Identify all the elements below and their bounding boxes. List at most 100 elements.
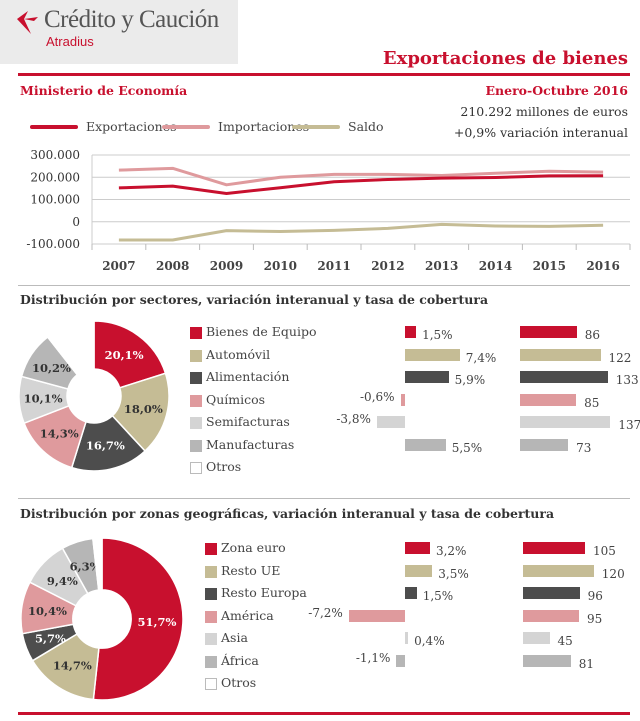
legend-label-importaciones: Importaciones bbox=[218, 119, 310, 134]
legend-line-exportaciones bbox=[30, 125, 78, 129]
variation-label: 5,5% bbox=[451, 440, 483, 455]
legend-label: Zona euro bbox=[221, 540, 286, 555]
coverage-bar bbox=[520, 348, 601, 361]
zones-title: Distribución por zonas geográficas, vari… bbox=[20, 506, 555, 521]
variation-bar bbox=[405, 371, 449, 383]
coverage-label: 122 bbox=[608, 350, 632, 365]
variation-bar bbox=[405, 587, 417, 599]
legend-label-exportaciones: Exportaciones bbox=[86, 119, 177, 134]
x-tick-label: 2012 bbox=[371, 259, 404, 273]
legend-label: Asia bbox=[221, 630, 248, 645]
coverage-bar bbox=[520, 393, 577, 406]
legend-label: América bbox=[221, 607, 274, 623]
variation-bar bbox=[405, 326, 417, 338]
legend-label: Bienes de Equipo bbox=[206, 324, 317, 339]
variation-label: -3,8% bbox=[336, 412, 371, 426]
slice-label: 16,7% bbox=[86, 439, 125, 453]
coverage-label: 133 bbox=[615, 373, 639, 387]
coverage-label: 105 bbox=[592, 544, 616, 558]
x-tick-label: 2007 bbox=[102, 259, 135, 273]
footer-rule bbox=[18, 712, 630, 715]
legend-swatch bbox=[205, 678, 217, 690]
coverage-bar bbox=[520, 416, 611, 428]
period-label: Enero-Octubre 2016 bbox=[485, 83, 628, 98]
variation-label: 1,5% bbox=[422, 328, 453, 342]
y-tick-label: 0 bbox=[72, 215, 80, 229]
variation-bar bbox=[405, 564, 433, 577]
legend-swatch bbox=[190, 439, 202, 452]
source-label: Ministerio de Economía bbox=[20, 83, 188, 98]
x-tick-label: 2011 bbox=[317, 259, 350, 273]
coverage-bar bbox=[523, 542, 585, 554]
donut-slice bbox=[92, 537, 184, 701]
logo-swoosh-icon bbox=[17, 11, 38, 34]
coverage-bar bbox=[523, 654, 571, 667]
page-title: Exportaciones de bienes bbox=[382, 48, 628, 69]
coverage-label: 86 bbox=[584, 328, 601, 342]
legend-label: Otros bbox=[206, 459, 242, 474]
legend-swatch bbox=[205, 565, 217, 578]
variation-bar bbox=[405, 348, 460, 361]
coverage-label: 73 bbox=[576, 440, 592, 455]
legend-swatch bbox=[190, 462, 202, 474]
slice-label: 6,3% bbox=[70, 560, 101, 574]
divider-1 bbox=[18, 285, 630, 286]
y-tick-label: 300.000 bbox=[30, 148, 80, 162]
coverage-bar bbox=[523, 564, 594, 577]
slice-label: 5,7% bbox=[35, 631, 66, 645]
legend-swatch bbox=[190, 417, 202, 429]
variation-label: -1,1% bbox=[355, 650, 391, 665]
variation-label: -7,2% bbox=[308, 605, 343, 620]
x-tick-label: 2010 bbox=[264, 259, 297, 273]
slice-label: 9,4% bbox=[47, 574, 78, 588]
donut-slice bbox=[93, 320, 167, 389]
legend-line-importaciones bbox=[162, 125, 210, 129]
total-value: 210.292 millones de euros bbox=[460, 104, 628, 119]
coverage-label: 137 bbox=[618, 418, 640, 432]
y-tick-label: -100.000 bbox=[26, 237, 80, 251]
coverage-label: 120 bbox=[601, 566, 625, 581]
variation-label: 3,2% bbox=[435, 544, 467, 558]
legend-swatch bbox=[190, 327, 202, 339]
legend-swatch bbox=[205, 655, 217, 668]
x-tick-label: 2016 bbox=[586, 259, 619, 273]
x-tick-label: 2013 bbox=[425, 259, 458, 273]
coverage-bar bbox=[523, 632, 550, 644]
slice-label: 14,7% bbox=[53, 658, 92, 672]
coverage-label: 85 bbox=[584, 395, 600, 410]
variation-label: 3,5% bbox=[438, 566, 469, 581]
legend-swatch bbox=[190, 372, 202, 384]
slice-label: 18,0% bbox=[124, 402, 163, 416]
coverage-bar bbox=[520, 326, 577, 338]
x-tick-label: 2015 bbox=[533, 259, 566, 273]
line-chart: 300.000 200.000 100.000 0 -100.000 2007 2008 20… bbox=[26, 148, 631, 273]
series-line-importaciones bbox=[118, 166, 604, 187]
variation-bar bbox=[396, 654, 405, 667]
donut-slice bbox=[92, 537, 103, 591]
legend-swatch bbox=[205, 588, 217, 600]
variation-bar bbox=[348, 609, 405, 622]
donut-chart: 20,1% 18,0% 16,7% 14,3% 10,1% 10,2% bbox=[18, 320, 170, 472]
coverage-label: 81 bbox=[578, 656, 595, 671]
slice-label: 10,4% bbox=[28, 604, 67, 618]
legend-label: África bbox=[221, 652, 259, 668]
slice-label: 10,2% bbox=[32, 361, 71, 375]
slice-label: 20,1% bbox=[105, 348, 144, 362]
coverage-bar bbox=[523, 609, 580, 622]
variation-bar bbox=[405, 632, 409, 644]
legend-swatch bbox=[205, 543, 217, 555]
legend-swatch bbox=[190, 349, 202, 362]
logo-name: Crédito y Caución bbox=[44, 6, 219, 33]
variation-bar bbox=[405, 542, 430, 554]
legend-label: Químicos bbox=[206, 391, 266, 407]
legend-label: Automóvil bbox=[206, 346, 271, 362]
variation-label: 7,4% bbox=[465, 350, 497, 365]
legend-label: Otros bbox=[221, 675, 257, 690]
logo-subtitle: Atradius bbox=[46, 34, 94, 49]
series-line-saldo bbox=[118, 222, 604, 242]
slice-label: 51,7% bbox=[138, 615, 177, 629]
slice-label: 10,1% bbox=[24, 392, 63, 406]
logo-area: Crédito y Caución Atradius bbox=[0, 0, 238, 64]
variation-label: 5,9% bbox=[454, 373, 486, 387]
variation-label: -0,6% bbox=[360, 389, 395, 404]
